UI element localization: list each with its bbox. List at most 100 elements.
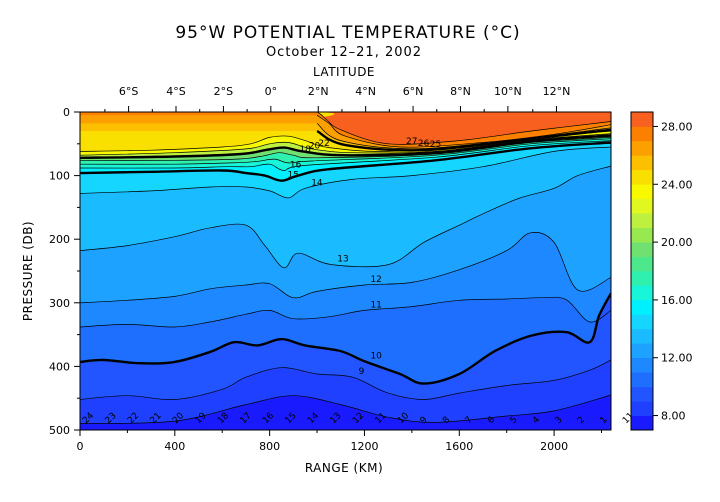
bottom-contour-label: 8: [441, 415, 452, 426]
colorbar-tick-label: 16.00: [661, 294, 693, 307]
colorbar-segment: [631, 112, 653, 127]
chart-title: 95°W POTENTIAL TEMPERATURE (°C): [175, 23, 520, 43]
y-tick-label: 0: [63, 106, 70, 119]
contour-line-9: [80, 359, 611, 400]
x-tick-label: 0: [77, 440, 84, 453]
contour-label-11: 11: [370, 300, 381, 310]
contour-label-15: 15: [287, 171, 298, 181]
colorbar-segment: [631, 401, 653, 416]
x-tick-label: 400: [164, 440, 185, 453]
band-below-9: [80, 360, 611, 430]
colorbar-segment: [631, 328, 653, 344]
y-tick-label: 200: [49, 233, 70, 246]
contour-line-8: [80, 394, 611, 424]
colorbar-segment: [631, 184, 653, 200]
contour-label-16: 16: [290, 161, 302, 171]
colorbar-segment: [631, 227, 653, 243]
bottom-contour-label: 2: [576, 415, 587, 426]
bottom-contour-label: 9: [419, 415, 430, 426]
bottom-contour-label: 6: [486, 415, 497, 426]
contour-line-14: [80, 146, 611, 199]
y-tick-label: 500: [49, 424, 70, 437]
colorbar: 8.00 12.00 16.00 20.00 24.00 28.00: [630, 111, 693, 431]
colorbar-segment: [631, 256, 653, 272]
colorbar-segment: [631, 372, 653, 387]
top-tick-label: 12°N: [543, 85, 571, 98]
top-tick-label: 4°N: [355, 85, 376, 98]
contour-line-13: [80, 165, 611, 269]
top-axis-label: LATITUDE: [313, 65, 375, 79]
top-tick-label: 8°N: [450, 85, 471, 98]
colorbar-segment: [631, 155, 653, 171]
colorbar-segment: [631, 169, 653, 185]
x-tick-label: 1600: [445, 440, 473, 453]
axes-layer: 0 400 800 1200 1600 2000 0 100 200 300 400 500 6°S 4°…: [49, 85, 603, 453]
contour-label-22: 22: [318, 139, 329, 149]
colorbar-segment: [631, 285, 653, 301]
colorbar-tick-label: 8.00: [661, 410, 686, 423]
top-tick-label: 2°S: [214, 85, 233, 98]
colorbar-tick-label: 28.00: [661, 120, 693, 133]
contour-line-27: [316, 114, 611, 148]
colorbar-segment: [631, 299, 653, 315]
colorbar-segment: [631, 357, 653, 373]
colorbar-segment: [631, 386, 653, 402]
colorbar-segment: [631, 415, 653, 431]
colorbar-segment: [631, 343, 653, 359]
y-axis-label: PRESSURE (DB): [21, 221, 35, 321]
contour-label-12: 12: [370, 275, 381, 285]
contour-label-10: 10: [370, 351, 382, 361]
colorbar-segment: [631, 140, 653, 156]
x-tick-label: 1200: [350, 440, 378, 453]
y-tick-label: 300: [49, 297, 70, 310]
colorbar-segment: [631, 198, 653, 214]
contour-label-25: 25: [430, 140, 441, 150]
colorbar-segment: [631, 242, 653, 257]
contour-line-11: [80, 296, 611, 328]
contour-line-16: [80, 140, 611, 171]
colorbar-segment: [631, 271, 653, 286]
top-tick-label: 0°: [265, 85, 278, 98]
y-tick-label: 400: [49, 360, 70, 373]
contour-line-18: [80, 137, 611, 161]
contour-line-12: [80, 232, 611, 304]
top-tick-label: 10°N: [494, 85, 522, 98]
contour-label-13: 13: [337, 255, 348, 265]
top-tick-label: 2°N: [308, 85, 329, 98]
colorbar-frame: [630, 111, 654, 431]
contour-line-10: [80, 292, 611, 385]
bottom-contour-label: 5: [509, 415, 520, 426]
bottom-contour-label: 1: [599, 415, 610, 426]
contour-line-15: [80, 141, 611, 182]
contour-label-14: 14: [311, 178, 323, 188]
contour-label-26: 26: [418, 139, 430, 149]
top-tick-label: 6°N: [403, 85, 424, 98]
colorbar-segment: [631, 314, 653, 330]
contour-line-17: [80, 138, 611, 165]
x-axis-label: RANGE (KM): [305, 461, 383, 475]
y-tick-label: 100: [49, 170, 70, 183]
colorbar-segment: [631, 213, 653, 228]
contour-line-24: [80, 130, 611, 152]
bottom-contour-label: 4: [531, 415, 542, 426]
x-tick-label: 2000: [540, 440, 568, 453]
chart-subtitle: October 12–21, 2002: [266, 45, 422, 60]
x-tick-label: 800: [259, 440, 280, 453]
band-below-8: [80, 395, 611, 430]
contour-label-9: 9: [359, 367, 365, 377]
colorbar-tick-label: 20.00: [661, 236, 693, 249]
color-fill-layer: [80, 112, 611, 430]
top-tick-label: 6°S: [119, 85, 138, 98]
bottom-contour-label: 7: [464, 415, 475, 426]
contour-line-20: [80, 134, 611, 159]
band-bottom-cold: [80, 410, 611, 430]
contour-line-22: [80, 133, 611, 156]
colorbar-tick-label: 12.00: [661, 352, 693, 365]
colorbar-tick-label: 24.00: [661, 178, 693, 191]
contour-line-layer: [80, 112, 611, 424]
colorbar-segment: [631, 126, 653, 142]
contour-line-28: [316, 112, 611, 145]
contour-label-27: 27: [406, 137, 417, 147]
